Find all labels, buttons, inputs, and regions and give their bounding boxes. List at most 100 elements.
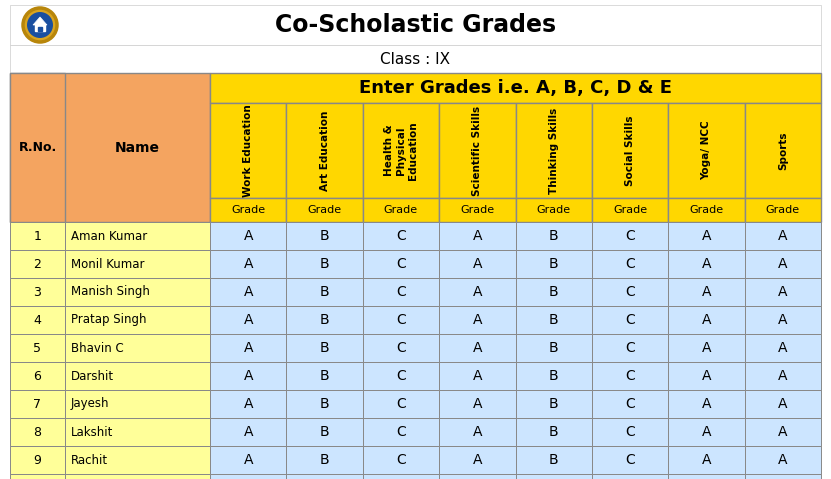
Bar <box>287 334 363 362</box>
Bar <box>65 334 210 362</box>
Bar <box>287 362 363 390</box>
Bar <box>363 362 439 390</box>
Bar <box>287 418 363 446</box>
Text: A: A <box>243 397 253 411</box>
Text: 1: 1 <box>33 229 42 242</box>
Text: C: C <box>396 229 406 243</box>
Bar <box>515 306 592 334</box>
Text: Work Education: Work Education <box>243 104 253 197</box>
Bar <box>363 418 439 446</box>
Bar <box>668 250 745 278</box>
Bar <box>65 474 210 479</box>
Bar <box>210 446 287 474</box>
Text: C: C <box>396 285 406 299</box>
Bar <box>10 362 65 390</box>
Text: B: B <box>548 341 558 355</box>
Text: A: A <box>473 229 482 243</box>
Text: B: B <box>548 453 558 467</box>
Bar <box>10 5 821 45</box>
Text: Monil Kumar: Monil Kumar <box>71 258 145 271</box>
Bar <box>515 334 592 362</box>
Bar <box>210 362 287 390</box>
Bar <box>10 334 65 362</box>
Text: A: A <box>473 285 482 299</box>
Bar <box>668 222 745 250</box>
Bar <box>745 446 821 474</box>
Bar <box>10 306 65 334</box>
Text: C: C <box>625 341 635 355</box>
Text: A: A <box>778 369 788 383</box>
Bar <box>745 278 821 306</box>
Bar <box>10 250 65 278</box>
Text: A: A <box>473 425 482 439</box>
Bar <box>287 222 363 250</box>
Bar <box>745 198 821 222</box>
Bar <box>363 250 439 278</box>
Text: 2: 2 <box>33 258 42 271</box>
Text: B: B <box>320 369 329 383</box>
Bar <box>287 446 363 474</box>
Text: Social Skills: Social Skills <box>625 115 635 186</box>
Text: Health &
Physical
Education: Health & Physical Education <box>384 121 417 180</box>
Bar <box>10 474 65 479</box>
Bar <box>10 418 65 446</box>
Bar <box>592 278 668 306</box>
Bar <box>439 222 515 250</box>
Text: B: B <box>320 425 329 439</box>
Text: A: A <box>473 257 482 271</box>
Text: C: C <box>396 369 406 383</box>
Bar <box>745 390 821 418</box>
Text: A: A <box>701 341 711 355</box>
Bar <box>515 222 592 250</box>
Text: B: B <box>548 313 558 327</box>
Bar <box>515 103 592 198</box>
Text: A: A <box>473 341 482 355</box>
Bar <box>439 418 515 446</box>
Text: A: A <box>243 425 253 439</box>
Bar <box>287 198 363 222</box>
Text: 3: 3 <box>33 285 42 298</box>
Bar <box>210 278 287 306</box>
Text: B: B <box>548 425 558 439</box>
Text: A: A <box>778 397 788 411</box>
Text: C: C <box>396 341 406 355</box>
Text: Bhavin C: Bhavin C <box>71 342 124 354</box>
Bar <box>592 103 668 198</box>
Bar <box>363 222 439 250</box>
Bar <box>439 334 515 362</box>
Text: A: A <box>778 257 788 271</box>
Bar <box>592 362 668 390</box>
Text: 6: 6 <box>33 369 42 383</box>
Bar <box>439 446 515 474</box>
Text: B: B <box>548 369 558 383</box>
Text: Co-Scholastic Grades: Co-Scholastic Grades <box>275 13 556 37</box>
Text: C: C <box>625 425 635 439</box>
Text: A: A <box>243 369 253 383</box>
Text: B: B <box>320 397 329 411</box>
Text: Grade: Grade <box>307 205 342 215</box>
Bar <box>65 250 210 278</box>
Bar <box>210 103 287 198</box>
Bar <box>10 45 821 73</box>
Bar <box>287 474 363 479</box>
Text: C: C <box>625 369 635 383</box>
Bar <box>287 250 363 278</box>
Text: Class : IX: Class : IX <box>381 52 450 67</box>
Text: A: A <box>778 313 788 327</box>
Bar <box>210 198 287 222</box>
Bar <box>10 446 65 474</box>
Bar <box>668 334 745 362</box>
Bar <box>668 446 745 474</box>
Bar <box>363 103 439 198</box>
Text: C: C <box>396 313 406 327</box>
Bar <box>439 103 515 198</box>
Bar <box>745 222 821 250</box>
Bar <box>210 250 287 278</box>
Bar <box>210 390 287 418</box>
Text: A: A <box>473 453 482 467</box>
Text: C: C <box>396 397 406 411</box>
Text: A: A <box>701 397 711 411</box>
Text: A: A <box>701 313 711 327</box>
Text: C: C <box>625 453 635 467</box>
Text: A: A <box>243 285 253 299</box>
